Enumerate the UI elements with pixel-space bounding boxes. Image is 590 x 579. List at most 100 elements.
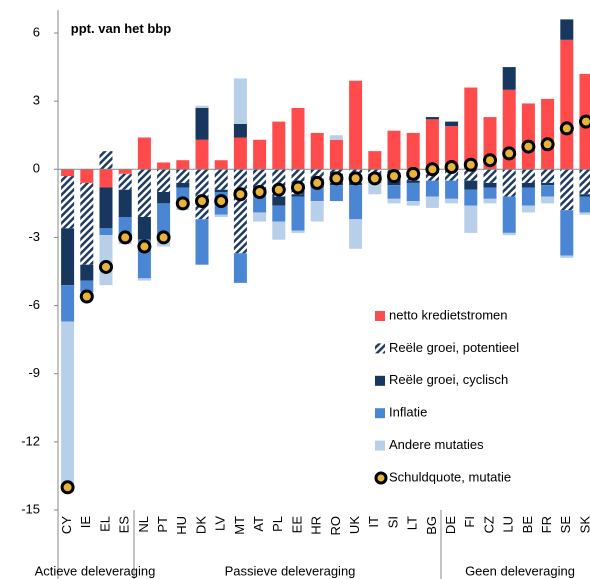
- bar-segment: [521, 103, 535, 170]
- dot: [252, 185, 267, 200]
- bar-segment: [349, 80, 363, 170]
- bar-segment: [272, 121, 286, 170]
- bar-segment: [445, 180, 459, 199]
- x-tick-label: SI: [385, 516, 400, 528]
- x-tick-label: UK: [347, 516, 362, 534]
- bar-segment: [195, 219, 209, 265]
- legend-marker: [375, 440, 385, 451]
- x-tick-label: MT: [232, 516, 247, 535]
- x-tick-label: FI: [462, 516, 477, 528]
- bar-segment: [387, 185, 401, 199]
- bar-segment: [118, 189, 132, 217]
- x-tick-label: SE: [558, 516, 573, 534]
- x-tick-label: LT: [405, 516, 420, 530]
- bar-segment: [579, 212, 590, 215]
- bar-segment: [61, 321, 75, 492]
- bar-segment: [560, 19, 574, 40]
- x-tick-label: SK: [577, 516, 590, 534]
- x-tick-label: HU: [174, 516, 189, 535]
- legend-marker: [375, 311, 385, 321]
- x-tick-label: HR: [309, 516, 324, 535]
- bar-segment: [157, 162, 171, 170]
- bar-segment: [425, 196, 439, 208]
- dot: [483, 153, 497, 168]
- bar-segment: [272, 196, 286, 206]
- bar-segment: [502, 169, 516, 197]
- bar-segment: [137, 169, 151, 217]
- y-tick-label: -3: [28, 229, 40, 244]
- x-tick-label: IE: [78, 516, 93, 529]
- legend-label: Schuldquote, mutatie: [389, 469, 511, 484]
- dot: [214, 194, 229, 209]
- bar-segment: [329, 135, 343, 140]
- bar-segment: [310, 132, 324, 170]
- dot: [156, 230, 171, 245]
- bar-segment: [80, 182, 94, 265]
- bar-segment: [368, 151, 382, 170]
- bar-segment: [406, 180, 420, 183]
- bar-segment: [445, 126, 459, 170]
- bar-segment: [214, 160, 228, 170]
- bar-segment: [253, 139, 267, 170]
- bar-segment: [445, 121, 459, 127]
- bar-segment: [406, 182, 420, 202]
- bar-segment: [233, 123, 247, 138]
- x-tick-label: FR: [539, 516, 554, 533]
- bar-segment: [272, 205, 286, 222]
- bar-segment: [253, 212, 267, 222]
- x-tick-label: PL: [270, 516, 285, 532]
- bar-segment: [579, 169, 590, 195]
- y-tick-label: 0: [33, 161, 40, 176]
- x-tick-label: EL: [97, 516, 112, 532]
- bar-segment: [99, 187, 113, 229]
- bar-segment: [157, 192, 171, 204]
- x-tick-label: ES: [117, 516, 132, 534]
- bar-segment: [118, 173, 132, 190]
- bar-segment: [483, 182, 497, 188]
- legend-label: Inflatie: [389, 405, 427, 420]
- bar-segment: [464, 189, 478, 206]
- bar-segment: [291, 194, 305, 197]
- bar-segment: [368, 182, 382, 195]
- bar-segment: [137, 278, 151, 281]
- dot: [540, 137, 555, 152]
- bar-segment: [329, 139, 343, 170]
- bar-segment: [214, 214, 228, 217]
- dot: [271, 182, 286, 197]
- bar-segment: [272, 221, 286, 240]
- bar-segment: [176, 160, 190, 170]
- bar-segment: [502, 196, 516, 233]
- x-tick-label: DK: [193, 516, 208, 534]
- bar-segment: [579, 196, 590, 213]
- bar-segment: [233, 78, 247, 124]
- x-tick-label: CZ: [481, 516, 496, 533]
- dot: [387, 169, 401, 184]
- y-tick-label: -15: [21, 501, 40, 516]
- bar-segment: [291, 230, 305, 233]
- bar-segment: [61, 176, 75, 229]
- bar-segment: [329, 185, 343, 202]
- bar-segment: [291, 107, 305, 170]
- dot: [502, 146, 517, 161]
- bar-segment: [195, 107, 209, 140]
- dot: [175, 196, 190, 211]
- dot: [444, 160, 459, 175]
- bar-segment: [483, 169, 497, 183]
- x-tick-label: PT: [155, 516, 170, 533]
- legend-label: Andere mutaties: [389, 437, 484, 452]
- bar-segment: [80, 280, 94, 292]
- bar-segment: [502, 232, 516, 236]
- bar-segment: [195, 139, 209, 170]
- x-tick-label: RO: [328, 516, 343, 536]
- y-tick-label: -9: [28, 365, 40, 380]
- bar-segment: [425, 117, 439, 120]
- dot: [367, 171, 382, 186]
- dot: [559, 121, 574, 136]
- bar-segment: [61, 228, 75, 286]
- bar-segment: [61, 169, 75, 177]
- bar-segment: [425, 180, 439, 197]
- legend-marker: [375, 375, 385, 386]
- group-label: Passieve deleveraging: [225, 563, 356, 578]
- group-label: Actieve deleveraging: [35, 563, 156, 578]
- bar-segment: [521, 205, 535, 213]
